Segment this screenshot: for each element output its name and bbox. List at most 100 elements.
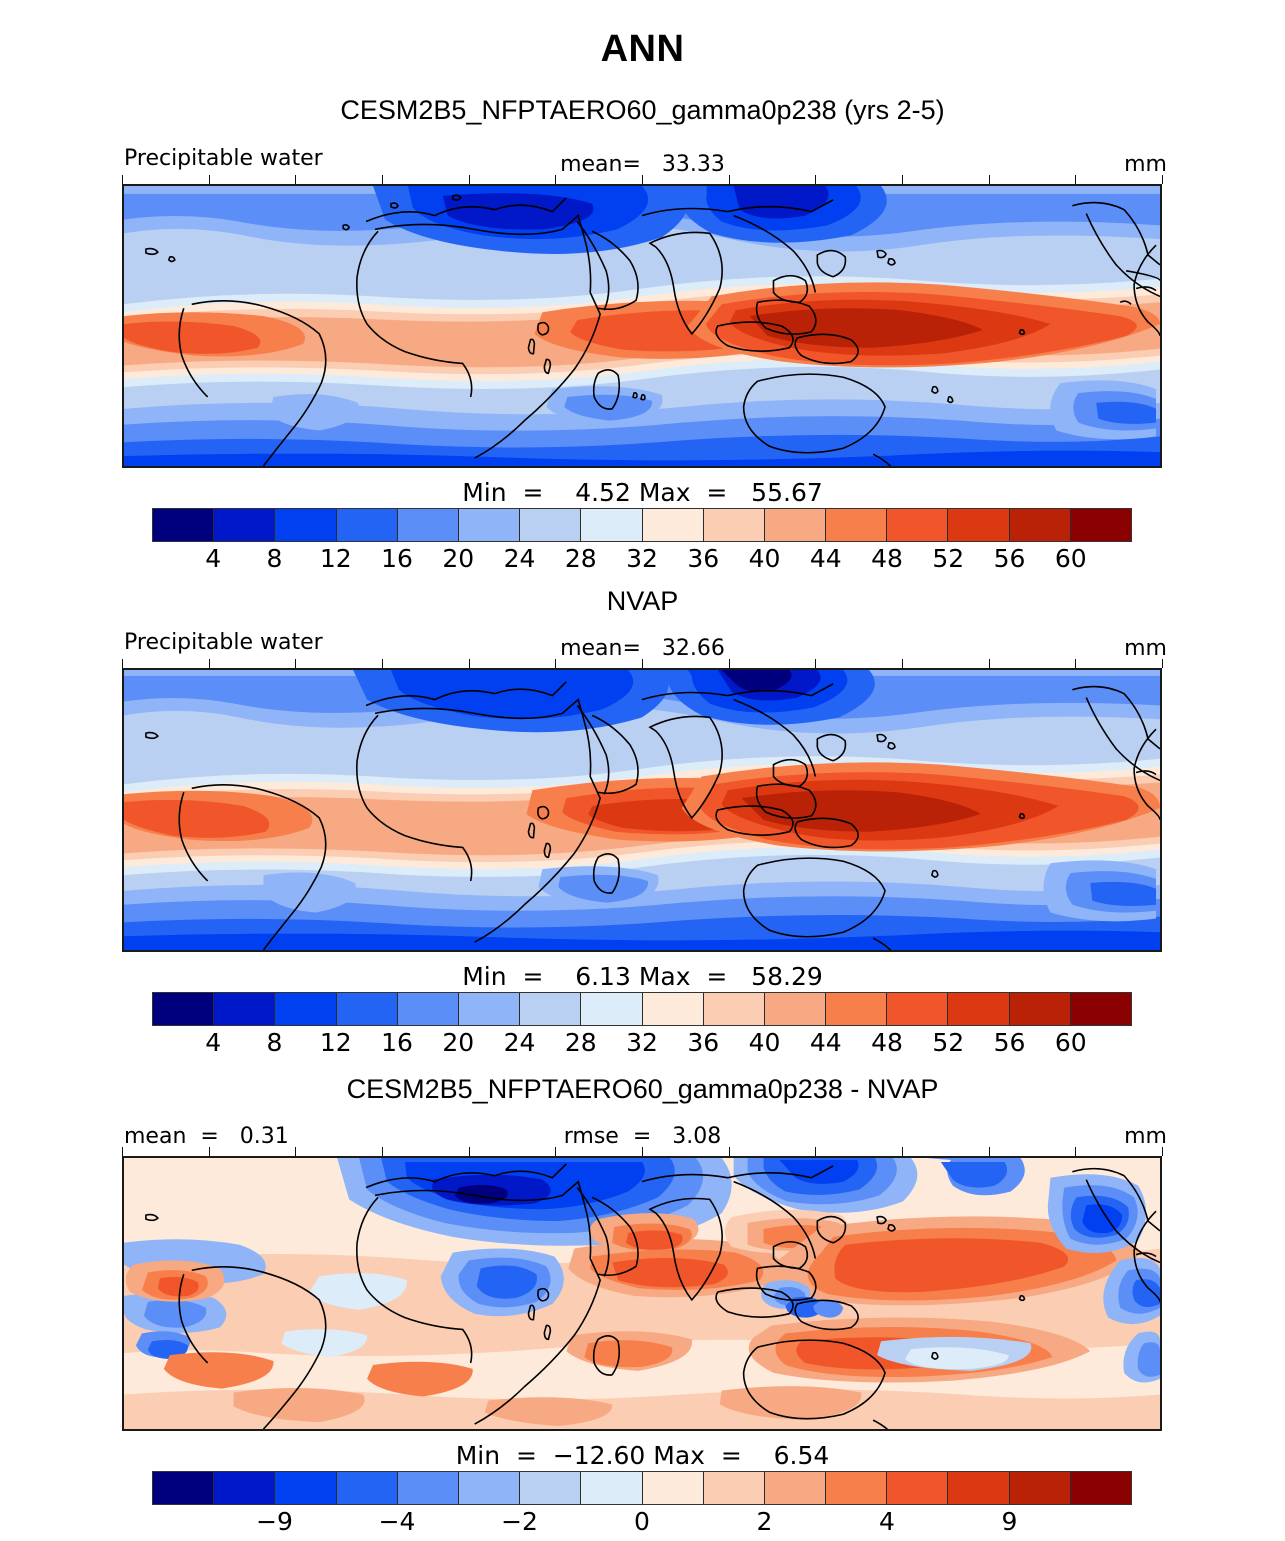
axis-tick: [642, 1147, 643, 1156]
panel-2-map-svg: [124, 670, 1160, 950]
colorbar-tick-label: 60: [1054, 1028, 1087, 1057]
colorbar-cell-1: [214, 993, 276, 1025]
axis-tick: [815, 175, 817, 184]
colorbar-tick-label: 9: [1001, 1507, 1018, 1536]
axis-tick: [988, 1147, 990, 1156]
axis-tick: [208, 1147, 210, 1156]
panel-2-colorbar-ticks: 4 8 12 16 20 24 28 32 36 40 44 48 52 56 60: [152, 1028, 1132, 1062]
colorbar-tick-label: 56: [993, 544, 1026, 573]
colorbar-tick-label: 48: [871, 544, 903, 573]
colorbar-cell-14: [1009, 993, 1071, 1025]
axis-tick: [122, 659, 123, 668]
colorbar-cell-2: [275, 509, 337, 541]
axis-tick: [902, 659, 903, 668]
colorbar-cell-9: [703, 509, 765, 541]
colorbar-cell-3: [336, 509, 398, 541]
colorbar-tick-label: 32: [626, 544, 658, 573]
colorbar-tick-label: 52: [932, 1028, 965, 1057]
colorbar-tick-label: 12: [319, 1028, 352, 1057]
colorbar-tick-label: 24: [503, 1028, 536, 1057]
colorbar-cell-4: [397, 509, 459, 541]
axis-tick: [382, 659, 383, 668]
colorbar-cell-1: [214, 1472, 276, 1504]
colorbar-cell-5: [458, 1472, 521, 1504]
colorbar-cell-1: [214, 509, 276, 541]
panel-1-map[interactable]: [122, 184, 1162, 468]
axis-tick: [1162, 175, 1163, 184]
colorbar-cell-5: [458, 509, 521, 541]
panel-3-map-svg: [124, 1158, 1160, 1429]
axis-tick: [728, 175, 730, 184]
panel-2-map[interactable]: [122, 668, 1162, 952]
panel-3-contours: [124, 1158, 1160, 1429]
colorbar-cell-13: [948, 1472, 1010, 1504]
panel-1-units: mm: [1124, 152, 1167, 177]
axis-tick: [728, 659, 730, 668]
panel-3-colorbar-ticks: −9 −4 −2 0 2 4 9: [152, 1507, 1132, 1541]
colorbar-tick-label: −9: [256, 1507, 293, 1536]
axis-tick: [295, 175, 297, 184]
colorbar-tick-label: 44: [809, 544, 842, 573]
colorbar-cell-8: [642, 509, 704, 541]
axis-tick: [208, 175, 210, 184]
axis-tick: [902, 175, 903, 184]
colorbar-cell-2: [275, 1472, 337, 1504]
colorbar-tick-label: 48: [871, 1028, 903, 1057]
axis-tick: [468, 659, 470, 668]
colorbar-tick-label: 36: [687, 544, 720, 573]
colorbar-cell-3: [336, 993, 398, 1025]
axis-tick: [1075, 175, 1077, 184]
colorbar-tick-label: 40: [748, 544, 781, 573]
colorbar-cell-8: [642, 993, 704, 1025]
panel-1-colorbar[interactable]: [152, 508, 1132, 542]
colorbar-cell-6: [520, 509, 582, 541]
colorbar-cell-7: [581, 509, 643, 541]
axis-tick: [555, 1147, 557, 1156]
axis-tick: [382, 175, 383, 184]
colorbar-cell-4: [397, 993, 459, 1025]
colorbar-tick-label: 52: [932, 544, 965, 573]
panel-2-colorbar[interactable]: [152, 992, 1132, 1026]
main-title: ANN: [600, 28, 685, 70]
colorbar-cell-4: [397, 1472, 459, 1504]
colorbar-cell-0: [153, 1472, 215, 1504]
colorbar-cell-10: [764, 509, 827, 541]
axis-tick: [555, 659, 557, 668]
colorbar-tick-label: 8: [266, 1028, 283, 1057]
panel-1-title: CESM2B5_NFPTAERO60_gamma0p238 (yrs 2-5): [340, 95, 945, 125]
axis-tick: [728, 1147, 730, 1156]
colorbar-cell-11: [826, 993, 888, 1025]
panel-3-colorbar[interactable]: [152, 1471, 1132, 1505]
colorbar-cell-11: [826, 1472, 888, 1504]
axis-tick: [902, 1147, 903, 1156]
colorbar-cell-10: [764, 1472, 827, 1504]
panel-3-mean: mean = 0.31: [124, 1124, 289, 1149]
colorbar-cell-11: [826, 509, 888, 541]
axis-tick: [555, 175, 557, 184]
colorbar-tick-label: 44: [809, 1028, 842, 1057]
colorbar-tick-label: −2: [501, 1507, 538, 1536]
colorbar-tick-label: 24: [503, 544, 536, 573]
colorbar-tick-label: 40: [748, 1028, 781, 1057]
panel-3-coastlines: [145, 1163, 1160, 1429]
colorbar-tick-label: 16: [381, 544, 413, 573]
panel-2-title: NVAP: [606, 586, 679, 616]
panel-3-rmse: rmse = 3.08: [563, 1124, 722, 1149]
axis-tick: [122, 175, 123, 184]
panel-2-mean: mean= 32.66: [560, 636, 725, 661]
panel-3-map[interactable]: [122, 1156, 1162, 1431]
colorbar-cell-8: [642, 1472, 704, 1504]
panel-1-variable-label: Precipitable water: [124, 146, 323, 171]
panel-2-variable-label: Precipitable water: [124, 630, 323, 655]
colorbar-cell-3: [336, 1472, 398, 1504]
colorbar-cell-7: [581, 1472, 643, 1504]
colorbar-tick-label: 2: [756, 1507, 773, 1536]
colorbar-cell-12: [887, 509, 949, 541]
panel-2-contours: [124, 670, 1160, 950]
panel-1-top-ticks: [122, 175, 1163, 184]
colorbar-cell-14: [1009, 509, 1071, 541]
axis-tick: [468, 175, 470, 184]
axis-tick: [642, 659, 643, 668]
panel-3-title: CESM2B5_NFPTAERO60_gamma0p238 - NVAP: [346, 1074, 939, 1104]
